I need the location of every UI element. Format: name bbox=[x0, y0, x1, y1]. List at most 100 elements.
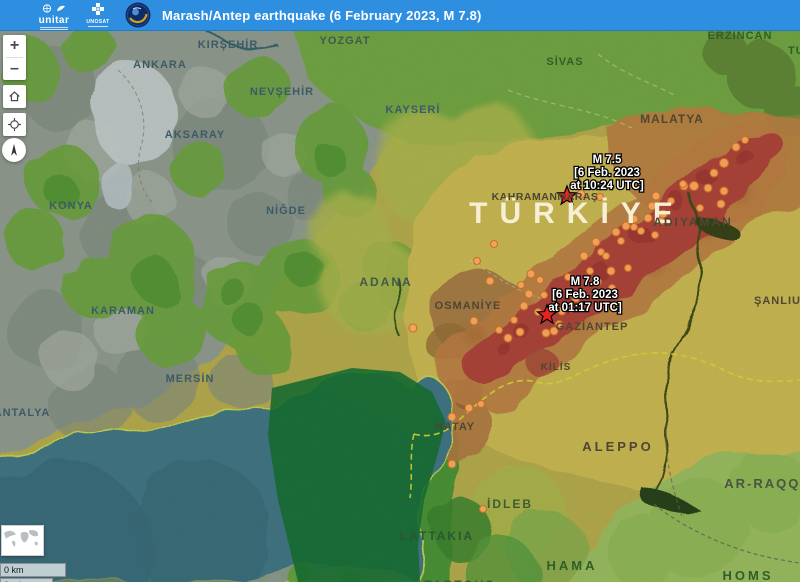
aftershock-dot bbox=[485, 276, 495, 286]
unosat-subtext bbox=[83, 26, 113, 27]
map-label: ANTALYA bbox=[0, 407, 50, 419]
aftershock-dot bbox=[447, 412, 457, 422]
map-label: HAMA bbox=[547, 558, 598, 573]
aftershock-dot bbox=[740, 135, 750, 145]
zoom-in-button[interactable]: + bbox=[9, 37, 20, 54]
locate-button[interactable] bbox=[3, 113, 26, 136]
map-label: NİĞDE bbox=[266, 204, 306, 217]
aftershock-dot bbox=[595, 192, 605, 202]
map-label: SİVAS bbox=[546, 55, 583, 68]
aftershock-dot bbox=[666, 196, 676, 206]
overview-map-inset[interactable] bbox=[1, 525, 44, 556]
place-label-layer: KIRŞEHİR YOZGAT ANKARA SİVAS ERZİNCAN TUNCELİ… bbox=[0, 30, 800, 582]
un-emblem-icon bbox=[42, 3, 65, 13]
map-label: NEVŞEHİR bbox=[250, 85, 314, 98]
aftershock-dot bbox=[539, 290, 549, 300]
aftershock-dot bbox=[650, 230, 660, 240]
aftershock-dot bbox=[563, 272, 573, 282]
home-button[interactable] bbox=[3, 85, 26, 108]
aftershock-dot bbox=[541, 328, 551, 338]
aftershock-dot bbox=[515, 327, 525, 337]
epicenter-star[interactable] bbox=[555, 184, 579, 206]
aftershock-dot bbox=[643, 213, 653, 223]
header-bar: unitar UNOSAT Marash/Antep earthquake (6… bbox=[0, 0, 800, 31]
aftershock-dot bbox=[519, 301, 529, 311]
globe-emblem-icon bbox=[125, 2, 151, 28]
aftershock-dot bbox=[647, 201, 657, 211]
aftershock-dot bbox=[464, 403, 474, 413]
unitar-subtext bbox=[35, 26, 73, 30]
aftershock-dot bbox=[601, 251, 611, 261]
compass-needle-icon bbox=[11, 143, 17, 156]
aftershock-dot bbox=[616, 236, 626, 246]
world-map-icon bbox=[4, 530, 39, 547]
epicenter-star[interactable] bbox=[535, 303, 559, 325]
home-icon bbox=[9, 91, 20, 102]
map-label: KONYA bbox=[49, 200, 93, 212]
map-label: KIRŞEHİR bbox=[198, 38, 259, 51]
scalebar-mi: 0 mi bbox=[0, 578, 53, 582]
epicenter-annotation: at 01:17 UTC] bbox=[548, 302, 622, 314]
map-label: TUNCELİ bbox=[788, 44, 800, 57]
map-label: AKSARAY bbox=[165, 129, 225, 141]
unosat-logo[interactable]: UNOSAT bbox=[83, 3, 113, 27]
aftershock-dot bbox=[526, 269, 536, 279]
aftershock-dot bbox=[516, 280, 526, 290]
zoom-out-button[interactable]: – bbox=[10, 60, 19, 77]
aftershock-dot bbox=[623, 263, 633, 273]
map-label: MALATYA bbox=[640, 112, 704, 126]
map-label: ŞANLIURFA bbox=[754, 295, 800, 307]
epicenter-annotation: M 7.8 bbox=[571, 276, 600, 288]
map-label: YOZGAT bbox=[319, 35, 370, 47]
aftershock-dot bbox=[703, 183, 713, 193]
aftershock-dot bbox=[621, 221, 631, 231]
aftershock-dot bbox=[591, 237, 601, 247]
aftershock-dot bbox=[489, 239, 499, 249]
aftershock-dot bbox=[557, 306, 567, 316]
aftershock-dot bbox=[651, 191, 661, 201]
unosat-wordmark: UNOSAT bbox=[86, 19, 110, 25]
map-label: KAHRAMANMARAŞ bbox=[492, 191, 599, 203]
aftershock-dot bbox=[552, 287, 562, 297]
map-label: ERZİNCAN bbox=[708, 30, 773, 42]
zoom-widget: + – bbox=[3, 35, 26, 80]
aftershock-dot bbox=[611, 227, 621, 237]
unosat-pixel-icon bbox=[92, 3, 104, 15]
aftershock-dot bbox=[593, 277, 603, 287]
aftershock-dot bbox=[447, 459, 457, 469]
epicenter-annotation: [6 Feb. 2023 bbox=[574, 167, 640, 179]
aftershock-dot bbox=[509, 315, 519, 325]
map-label: ADANA bbox=[359, 275, 412, 289]
aftershock-dot bbox=[678, 179, 688, 189]
aftershock-dot bbox=[585, 266, 595, 276]
aftershock-dot bbox=[606, 266, 616, 276]
map-label: GAZİANTEP bbox=[556, 320, 629, 333]
epicenter-annotation: [6 Feb. 2023 bbox=[552, 289, 618, 301]
aftershock-dot bbox=[554, 319, 564, 329]
aftershock-dot bbox=[476, 399, 486, 409]
aftershock-dot bbox=[549, 326, 559, 336]
aftershock-dot bbox=[576, 189, 586, 199]
compass-button[interactable] bbox=[2, 138, 26, 162]
map-label: İDLEB bbox=[487, 496, 533, 511]
map-label: TÜRKİYE bbox=[469, 197, 685, 230]
aftershock-dot bbox=[494, 325, 504, 335]
aftershock-dot bbox=[636, 226, 646, 236]
aftershock-dot bbox=[731, 142, 741, 152]
unitar-logo[interactable]: unitar bbox=[35, 1, 73, 30]
map-label: TARTOUS bbox=[425, 578, 496, 582]
epicenter-annotation: at 10:24 UTC] bbox=[570, 180, 644, 192]
aftershock-dot bbox=[719, 186, 729, 196]
aftershock-dot bbox=[478, 504, 488, 514]
epicenter-annotation: M 7.5 bbox=[593, 154, 622, 166]
aftershock-dot bbox=[571, 293, 581, 303]
aftershock-dot bbox=[718, 157, 730, 169]
aftershock-dot bbox=[656, 216, 666, 226]
locate-icon bbox=[8, 118, 21, 131]
map-container[interactable]: M 7.5 [6 Feb. 2023 at 10:24 UTC] M 7.8 [6 Fe… bbox=[0, 30, 800, 582]
map-label: MERSİN bbox=[166, 372, 215, 385]
map-label: ADIYAMAN bbox=[653, 215, 733, 229]
